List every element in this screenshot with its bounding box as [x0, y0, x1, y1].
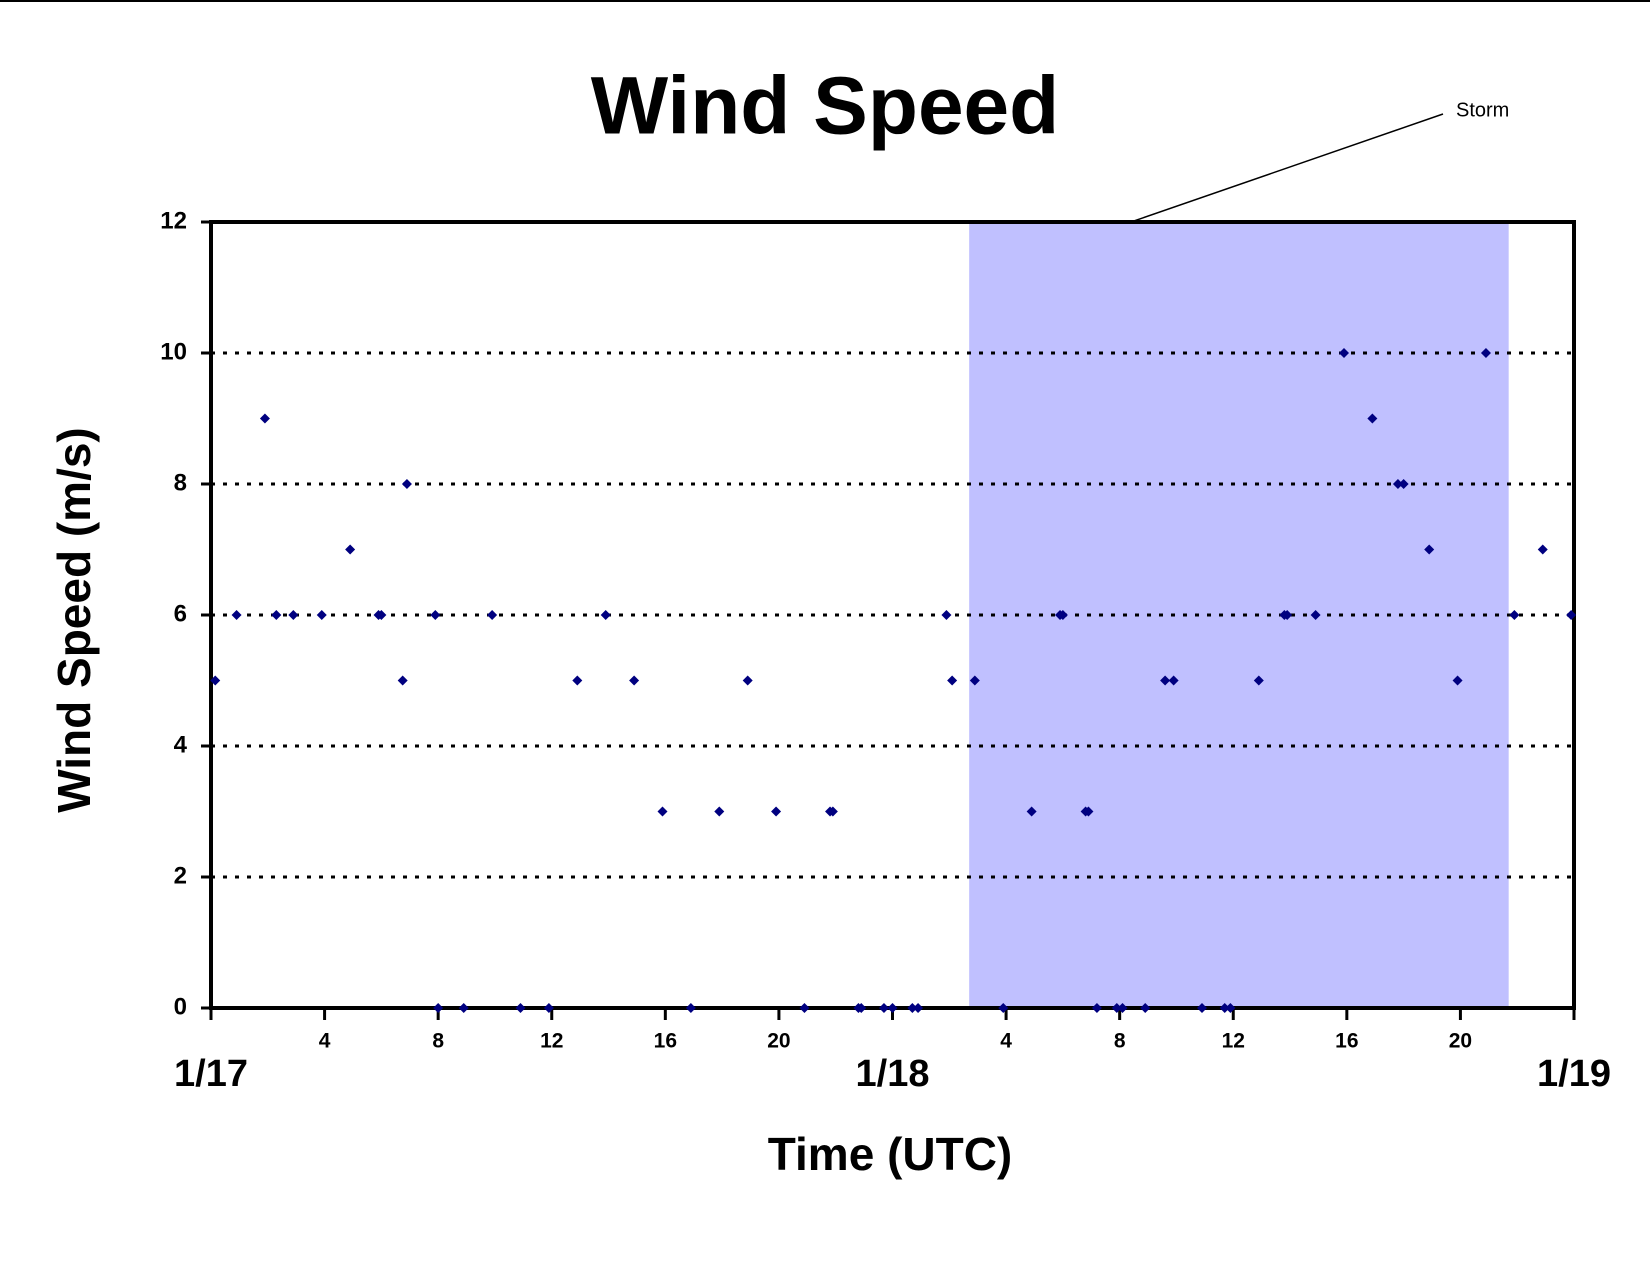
data-point: [401, 479, 412, 489]
x-axis-label: Time (UTC): [768, 1128, 1013, 1180]
data-point: [288, 610, 299, 620]
data-point: [1168, 675, 1179, 686]
data-point: [1338, 348, 1349, 358]
chart-title: Wind Speed: [591, 61, 1060, 152]
x-tick-label: 12: [540, 1030, 563, 1053]
data-point: [887, 1003, 898, 1013]
data-point: [1392, 479, 1403, 489]
annotation: Storm: [1456, 99, 1509, 121]
data-point: [487, 610, 498, 620]
data-point: [1398, 479, 1409, 489]
data-point: [1452, 675, 1463, 686]
annotation-leader: [1130, 113, 1444, 223]
data-point: [1225, 1003, 1236, 1013]
data-point: [1219, 1003, 1230, 1013]
x-tick-label: 16: [654, 1030, 677, 1053]
date-label: 1/19: [1537, 1053, 1611, 1095]
data-point: [1282, 610, 1293, 620]
y-tick-label: 4: [174, 731, 188, 758]
x-tick-label: 4: [1000, 1030, 1012, 1053]
data-point: [1111, 1003, 1122, 1013]
data-point: [430, 610, 441, 620]
data-point: [856, 1003, 867, 1013]
data-point: [941, 610, 952, 620]
x-tick-label: 8: [1114, 1030, 1126, 1053]
data-point: [913, 1003, 924, 1013]
data-point: [433, 1003, 444, 1013]
data-point: [1509, 610, 1520, 620]
x-tick-label: 4: [319, 1030, 331, 1053]
data-point: [1310, 610, 1321, 620]
data-point: [907, 1003, 918, 1013]
data-point: [799, 1003, 810, 1013]
data-point: [345, 544, 356, 555]
x-tick-label: 20: [1449, 1030, 1472, 1053]
data-point: [742, 675, 753, 686]
x-tick-label: 16: [1335, 1030, 1358, 1053]
data-point: [376, 610, 387, 620]
x-tick-label: 20: [767, 1030, 790, 1053]
data-point: [1117, 1003, 1128, 1013]
y-tick-label: 10: [160, 338, 187, 365]
data-point: [600, 610, 611, 620]
data-point: [969, 675, 980, 686]
data-point: [771, 806, 782, 817]
data-point: [685, 1003, 696, 1013]
data-point: [878, 1003, 889, 1013]
x-tick-label: 12: [1222, 1030, 1245, 1053]
data-point: [515, 1003, 526, 1013]
y-tick-label: 12: [160, 207, 187, 234]
data-point: [231, 610, 242, 620]
data-point: [827, 806, 838, 817]
y-tick-label: 2: [174, 862, 187, 889]
y-tick-label: 6: [174, 600, 187, 627]
data-point: [1537, 544, 1548, 555]
data-point: [1197, 1003, 1208, 1013]
data-point: [1566, 610, 1577, 620]
data-point: [259, 413, 270, 424]
data-point: [1424, 544, 1435, 555]
data-point: [657, 806, 668, 817]
data-point: [543, 1003, 554, 1013]
data-point: [1253, 675, 1264, 686]
data-point: [1057, 610, 1068, 620]
data-point: [1480, 348, 1491, 358]
data-point: [271, 610, 282, 620]
data-point: [947, 675, 958, 686]
y-tick-label: 0: [174, 993, 187, 1020]
data-point: [629, 675, 640, 686]
data-point: [1367, 413, 1378, 424]
y-axis-label: Wind Speed (m/s): [48, 427, 100, 813]
data-point: [458, 1003, 469, 1013]
date-label: 1/17: [174, 1053, 248, 1095]
x-tick-label: 8: [432, 1030, 444, 1053]
data-point: [998, 1003, 1009, 1013]
data-point: [316, 610, 327, 620]
data-point: [210, 675, 221, 686]
data-point: [1160, 675, 1171, 686]
data-point: [1083, 806, 1094, 817]
storm-region: [969, 222, 1509, 1008]
y-tick-label: 8: [174, 469, 187, 496]
data-point: [1026, 806, 1037, 817]
data-point: [572, 675, 583, 686]
data-point: [1091, 1003, 1102, 1013]
data-point: [1140, 1003, 1151, 1013]
date-label: 1/18: [856, 1053, 930, 1095]
data-point: [714, 806, 725, 817]
data-point: [397, 675, 408, 686]
